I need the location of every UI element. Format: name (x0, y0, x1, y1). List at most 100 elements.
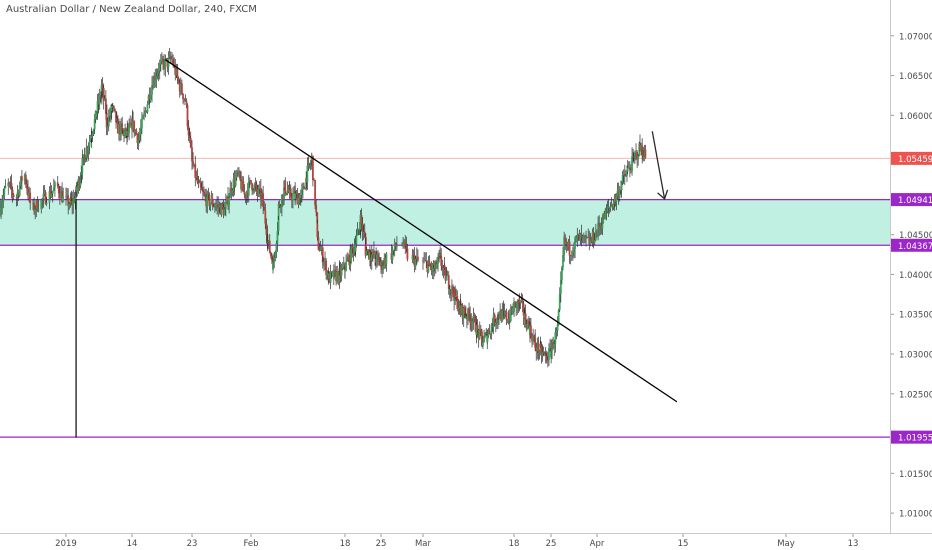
candle-up (432, 268, 435, 271)
candle-up (81, 158, 84, 174)
candle-down (188, 135, 191, 139)
candle-up (74, 195, 77, 202)
candle-down (338, 268, 341, 270)
candle-up (342, 263, 345, 268)
candle-down (453, 293, 455, 301)
candle-up (209, 203, 212, 206)
candle-down (429, 265, 432, 268)
candle-up (164, 59, 167, 70)
candle-down (463, 307, 466, 314)
candle-up (336, 271, 339, 282)
candle-up (483, 336, 485, 343)
candle-down (361, 223, 364, 232)
candle-down (115, 111, 117, 123)
candle-down (242, 181, 245, 192)
candle-up (267, 240, 270, 242)
candle-up (575, 237, 578, 239)
candle-up (214, 206, 216, 208)
candle-down (508, 318, 511, 321)
candle-down (377, 254, 379, 257)
candle-down (221, 203, 224, 208)
candle-up (110, 107, 112, 117)
candle-up (195, 175, 198, 178)
support-price-label: 1.04367 (898, 242, 932, 252)
candle-down (166, 58, 169, 67)
candle-up (594, 230, 597, 241)
candle-up (161, 58, 163, 62)
candle-up (354, 244, 357, 252)
candle-up (615, 195, 618, 203)
candle-down (522, 303, 525, 316)
candle-down (263, 207, 266, 211)
candle-up (142, 116, 144, 119)
candle-up (457, 307, 460, 310)
candle-down (101, 85, 104, 88)
candle-up (501, 309, 504, 321)
candle-down (256, 190, 259, 194)
candle-down (73, 198, 76, 202)
candle-up (415, 256, 418, 259)
candle-down (59, 193, 61, 199)
candle-up (306, 165, 309, 183)
candle-up (277, 203, 280, 216)
candle-down (334, 269, 336, 271)
candle-up (238, 171, 240, 173)
candle-down (406, 248, 409, 260)
candle-down (479, 329, 482, 332)
y-tick-label: 1.04000 (899, 271, 932, 281)
candle-down (83, 154, 86, 157)
candle-down (378, 256, 381, 261)
candle-up (206, 193, 209, 207)
candle-down (474, 318, 477, 332)
candle-down (27, 188, 29, 196)
candle-up (294, 193, 297, 199)
candle-up (66, 195, 68, 197)
candle-up (582, 235, 585, 237)
candle-down (533, 336, 536, 340)
candle-up (100, 85, 103, 92)
x-tick-label: 18 (509, 539, 520, 549)
candle-down (352, 248, 355, 254)
candle-down (374, 259, 377, 263)
candle-down (189, 138, 192, 148)
candle-up (513, 301, 515, 312)
candle-up (554, 332, 557, 345)
candle-up (293, 191, 295, 194)
candle-up (228, 198, 231, 206)
candle-up (129, 123, 132, 127)
candle-down (363, 231, 366, 238)
y-tick-label: 1.03000 (899, 351, 932, 361)
candle-up (87, 146, 90, 152)
candle-down (491, 325, 494, 328)
candle-down (36, 200, 39, 211)
candle-up (355, 235, 358, 245)
y-tick-label: 1.06000 (899, 112, 932, 122)
x-tick-label: Mar (415, 539, 432, 549)
candle-up (143, 112, 145, 117)
candle-up (4, 185, 7, 188)
candle-down (564, 236, 567, 244)
x-tick-label: 15 (678, 539, 689, 549)
candle-up (424, 260, 427, 261)
candle-up (231, 190, 234, 193)
candle-down (348, 257, 351, 266)
candle-up (72, 198, 75, 205)
candle-up (369, 252, 371, 259)
candle-down (181, 83, 183, 94)
x-tick-label: 13 (848, 539, 859, 549)
candle-up (146, 104, 149, 113)
trendline (164, 59, 678, 403)
candle-down (61, 191, 63, 203)
candle-down (120, 126, 123, 130)
candle-up (532, 336, 535, 342)
candle-up (401, 244, 403, 246)
candle-down (542, 352, 545, 354)
candle-up (464, 316, 467, 318)
price-axis-separator (890, 0, 891, 534)
candle-up (320, 247, 323, 250)
candle-down (131, 118, 133, 130)
candle-up (85, 157, 88, 162)
candle-down (114, 108, 116, 112)
candle-up (536, 342, 539, 352)
candle-up (297, 197, 300, 205)
